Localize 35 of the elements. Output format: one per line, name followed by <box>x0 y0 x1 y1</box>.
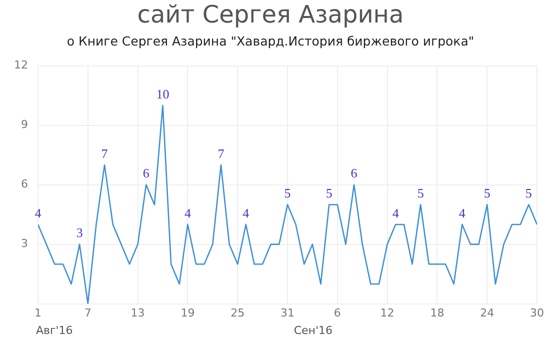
y-tick-label: 6 <box>20 178 28 191</box>
x-tick-label: 1 <box>34 306 42 320</box>
x-tick-label: 13 <box>130 306 145 320</box>
data-label: 7 <box>101 146 108 161</box>
y-tick-label: 9 <box>20 118 28 132</box>
data-label: 4 <box>184 205 192 220</box>
chart-title: сайт Сергея Азарина <box>137 0 404 29</box>
data-label: 5 <box>417 186 424 201</box>
x-tick-label: 18 <box>430 306 444 320</box>
data-label: 6 <box>142 166 150 181</box>
data-label: 5 <box>484 186 490 201</box>
data-label: 4 <box>242 205 250 220</box>
x-tick-label: 31 <box>280 306 294 320</box>
text: Авг'16 <box>36 324 73 337</box>
data-label: 6 <box>350 166 358 181</box>
x-tick-label: 12 <box>380 306 394 320</box>
x-tick-label: 25 <box>230 306 245 320</box>
data-label: 5 <box>525 186 532 201</box>
data-label: 7 <box>218 146 225 161</box>
data-label: 3 <box>76 225 83 240</box>
chart-subtitle: о Книге Сергея Азарина "Хавард.История биржевого игрока" <box>66 34 474 49</box>
y-tick-label: 12 <box>14 58 28 72</box>
data-label: 4 <box>392 205 400 220</box>
x-tick-label: 6 <box>334 306 341 320</box>
x-tick-label: 19 <box>180 306 195 320</box>
text: Сен'16 <box>294 324 332 337</box>
x-tick-label: 7 <box>84 306 92 320</box>
data-label: 4 <box>34 205 42 220</box>
data-label: 10 <box>156 86 170 102</box>
data-label: 5 <box>284 186 291 201</box>
data-label: 5 <box>326 186 332 201</box>
y-tick-label: 3 <box>20 237 28 250</box>
x-tick-label: 24 <box>480 306 494 320</box>
x-tick-label: 30 <box>530 306 544 320</box>
data-label: 4 <box>458 205 466 220</box>
